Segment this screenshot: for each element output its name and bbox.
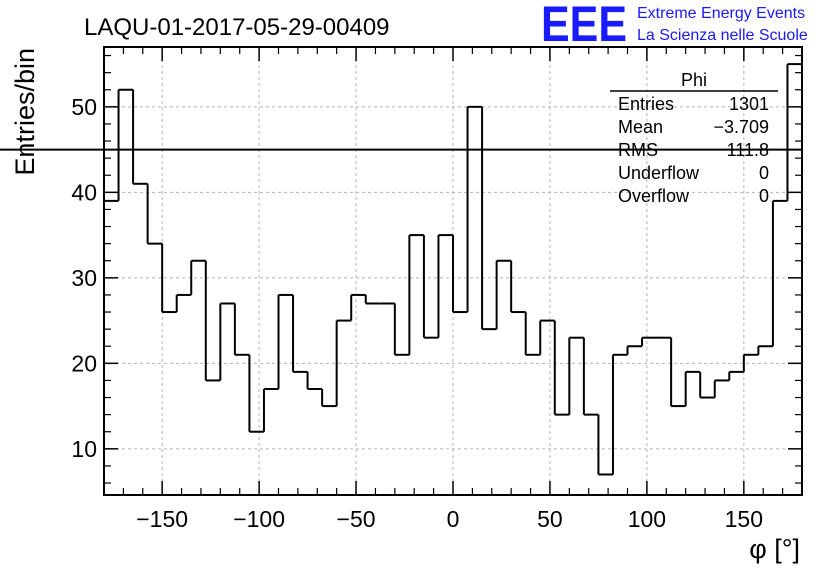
stats-row-label: RMS xyxy=(618,140,658,160)
y-axis-label: Entries/bin xyxy=(10,48,40,176)
x-tick-label: −100 xyxy=(233,506,285,532)
stats-box-name: Phi xyxy=(681,70,707,90)
x-tick-label: 100 xyxy=(628,506,666,532)
y-tick-label: 10 xyxy=(71,436,97,462)
stats-row-label: Mean xyxy=(618,117,663,137)
stats-row-value: 1301 xyxy=(729,94,769,114)
stats-row-value: 0 xyxy=(759,163,769,183)
stats-row-value: 0 xyxy=(759,186,769,206)
x-tick-label: −150 xyxy=(136,506,188,532)
logo-line-2: La Scienza nelle Scuole xyxy=(637,27,808,44)
eee-logo: EEE Extreme Energy Events La Scienza nel… xyxy=(541,0,808,52)
logo-line-1: Extreme Energy Events xyxy=(637,5,805,22)
stats-row-value: 111.8 xyxy=(727,140,769,160)
stats-row-label: Entries xyxy=(618,94,674,114)
y-tick-label: 40 xyxy=(71,179,97,205)
stats-row-value: −3.709 xyxy=(713,117,769,137)
x-tick-label: 50 xyxy=(537,506,563,532)
histogram-layer xyxy=(0,63,803,495)
y-tick-label: 30 xyxy=(71,265,97,291)
x-tick-label: 0 xyxy=(447,506,460,532)
y-tick-label: 50 xyxy=(71,94,97,120)
x-axis-label: φ [°] xyxy=(749,534,800,564)
eee-logo-mark: EEE xyxy=(541,0,627,52)
stats-rows: Entries 1301 Mean −3.709 RMS 111.8 Underflow 0 O… xyxy=(618,94,769,206)
x-tick-label: 150 xyxy=(725,506,763,532)
stats-row-label: Overflow xyxy=(618,186,690,206)
x-tick-label: −50 xyxy=(337,506,376,532)
stats-row-label: Underflow xyxy=(618,163,700,183)
axis-layer: −150 −100 −50 0 50 100 150 10 20 30 40 50 xyxy=(71,46,803,532)
chart-title: LAQU-01-2017-05-29-00409 xyxy=(84,14,390,41)
y-tick-label: 20 xyxy=(71,350,97,376)
stats-box: Phi Entries 1301 Mean −3.709 RMS 111.8 Underfl… xyxy=(610,70,778,206)
